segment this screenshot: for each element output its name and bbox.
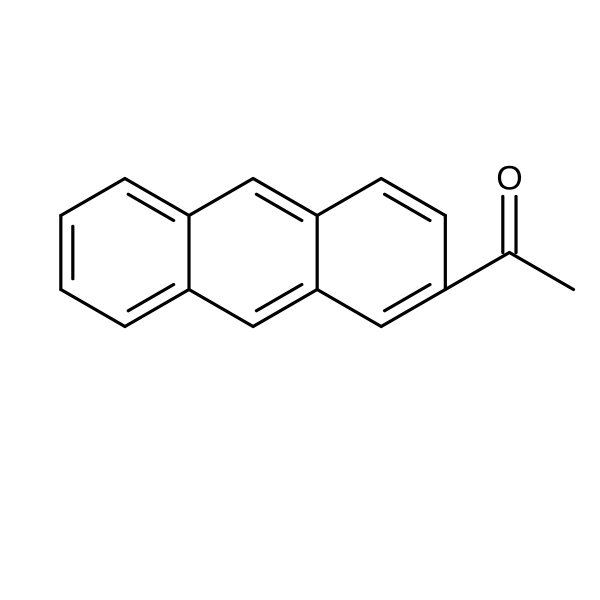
chemical-structure-diagram: O: [0, 0, 600, 600]
atom-label-o: O: [496, 160, 522, 198]
